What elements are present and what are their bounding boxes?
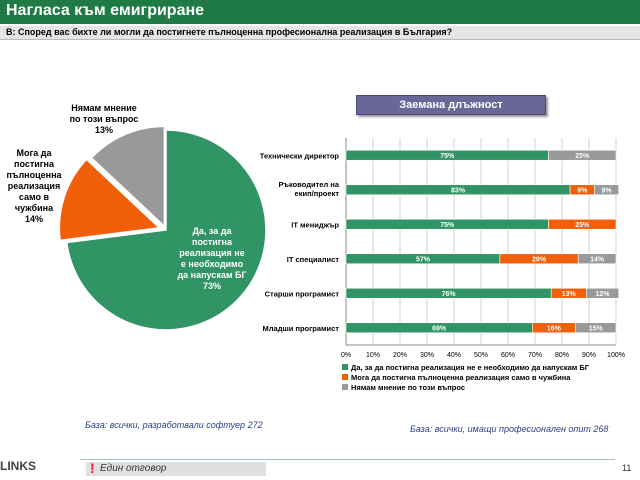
pie-label-abroad-line: постигна <box>14 159 55 169</box>
title-bar: Нагласа към емигриране <box>0 0 640 24</box>
data-label: 76% <box>442 291 457 298</box>
data-label: 69% <box>432 326 447 333</box>
pie-label-abroad: Мога дапостигнапълноценнареализациясамо … <box>6 148 62 224</box>
category-label: Ръководител на <box>279 180 340 189</box>
base-note-left: База: всички, разработвали софтуер 272 <box>85 420 263 430</box>
logo-text: LINKS <box>0 459 36 473</box>
legend-label: Да, за да постигна реализация не е необх… <box>351 363 590 372</box>
x-tick-label: 90% <box>582 352 596 359</box>
x-tick-label: 10% <box>366 352 380 359</box>
bar-chart-title: Заемана длъжност <box>399 99 503 111</box>
x-tick-label: 50% <box>474 352 488 359</box>
pie-label-abroad-line: само в <box>19 192 50 202</box>
legend-swatch <box>342 364 348 370</box>
bar-segment-1 <box>499 253 579 265</box>
pie-label-yes-line: постигна <box>192 237 233 247</box>
bar-segment-1 <box>548 218 617 230</box>
bar-segment-1 <box>531 322 576 334</box>
pie-slice-yes <box>65 129 267 331</box>
bar-segment-0 <box>345 149 549 161</box>
legend-swatch <box>342 374 348 380</box>
data-label: 75% <box>440 222 455 229</box>
x-tick-label: 0% <box>341 352 351 359</box>
data-label: 57% <box>416 257 431 264</box>
pie-label-yes-line: Да, за да <box>193 226 233 236</box>
data-label: 14% <box>590 257 605 264</box>
bar-segment-2 <box>577 253 617 265</box>
data-label: 9% <box>577 188 588 195</box>
pie-label-yes-line: 73% <box>203 281 221 291</box>
data-label: 13% <box>562 291 577 298</box>
bar-segment-2 <box>575 322 617 334</box>
category-label: Старши програмист <box>265 289 340 298</box>
data-label: 83% <box>451 188 466 195</box>
single-answer-note: ! Един отговор <box>86 460 266 476</box>
data-label: 75% <box>440 153 455 160</box>
legend-label: Мога да постигна пълноценна реализация с… <box>351 373 571 382</box>
question-text: В: Според вас бихте ли могли да постигне… <box>6 27 453 37</box>
category-label: Младши програмист <box>263 324 340 333</box>
bar-segment-2 <box>585 287 619 299</box>
x-tick-label: 100% <box>607 352 625 359</box>
bar-segment-0 <box>345 253 501 265</box>
footer-divider <box>80 459 615 460</box>
bar-segment-1 <box>550 287 587 299</box>
bar-segment-0 <box>345 322 533 334</box>
data-label: 16% <box>547 326 562 333</box>
data-label: 29% <box>532 257 547 264</box>
bar-chart-title-banner: Заемана длъжност <box>356 95 546 115</box>
links-logo: LINKS <box>0 458 60 476</box>
data-label: 15% <box>589 326 604 333</box>
bar-segment-0 <box>345 287 552 299</box>
pie-label-abroad-line: реализация <box>8 181 60 191</box>
data-label: 12% <box>595 291 610 298</box>
category-label: IT мениджър <box>291 220 339 229</box>
pie-slice-abroad <box>58 158 162 242</box>
bar-segment-2 <box>548 149 617 161</box>
x-tick-label: 20% <box>393 352 407 359</box>
category-label: IT специалист <box>287 255 340 264</box>
pie-label-no-opinion-line: Нямам мнение <box>71 103 137 113</box>
x-tick-label: 60% <box>501 352 515 359</box>
pie-label-abroad-line: Мога да <box>17 148 53 158</box>
question-bar: В: Според вас бихте ли могли да постигне… <box>0 26 640 40</box>
single-answer-text: Един отговор <box>100 463 167 474</box>
bar-segment-2 <box>594 184 620 196</box>
bar-segment-0 <box>345 184 571 196</box>
pie-label-no-opinion-line: 13% <box>95 125 113 135</box>
pie-label-yes-line: е необходимо <box>181 259 244 269</box>
pie-label-yes-line: реализация не <box>179 248 244 258</box>
data-label: 25% <box>575 153 590 160</box>
category-label: екип/проект <box>295 189 340 198</box>
x-tick-label: 70% <box>528 352 542 359</box>
legend-label: Нямам мнение по този въпрос <box>351 383 465 392</box>
pie-label-yes-line: да напускам БГ <box>177 270 246 280</box>
base-note-right: База: всички, имащи професионален опит 2… <box>410 424 609 434</box>
plot-area <box>346 138 616 345</box>
x-tick-label: 40% <box>447 352 461 359</box>
x-tick-label: 30% <box>420 352 434 359</box>
category-label: Технически директор <box>260 151 340 160</box>
bar-segment-0 <box>345 218 549 230</box>
pie-label-abroad-line: пълноценна <box>6 170 62 180</box>
x-tick-label: 80% <box>555 352 569 359</box>
pie-label-abroad-line: чужбина <box>15 203 54 213</box>
pie-label-no-opinion-line: по този въпрос <box>70 114 139 124</box>
pie-label-abroad-line: 14% <box>25 214 43 224</box>
data-label: 9% <box>601 188 612 195</box>
page-number: 11 <box>622 463 632 473</box>
exclamation-icon: ! <box>90 460 95 476</box>
pie-slice-no-opinion <box>90 125 166 229</box>
bar-segment-1 <box>569 184 595 196</box>
data-label: 25% <box>575 222 590 229</box>
page-title: Нагласа към емигриране <box>6 2 205 19</box>
legend-swatch <box>342 384 348 390</box>
